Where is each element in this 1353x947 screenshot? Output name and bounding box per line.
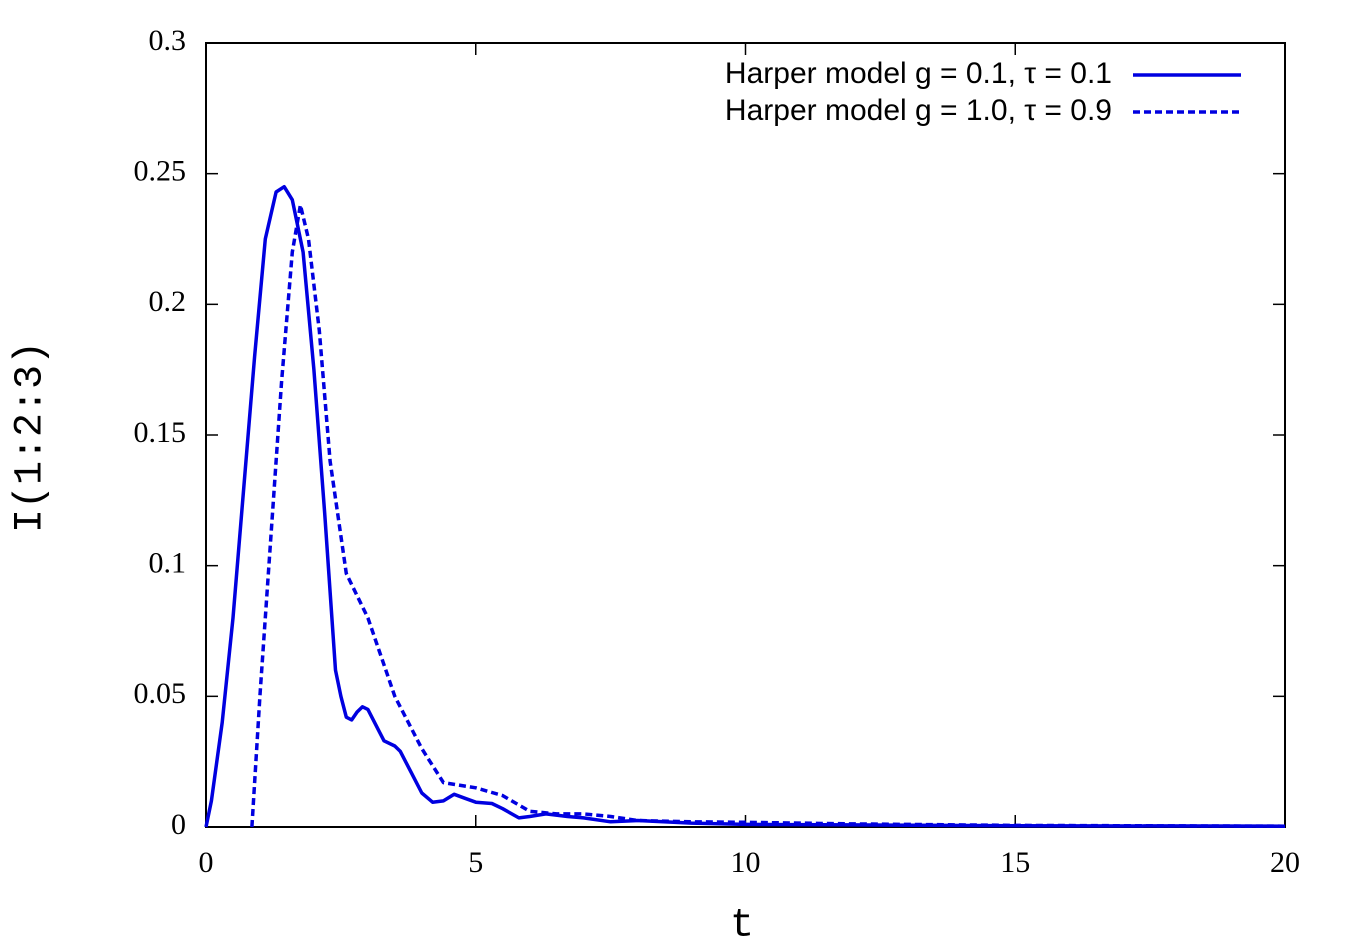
- y-tick-label: 0.3: [149, 24, 187, 57]
- line-series: [204, 184, 1286, 828]
- legend-label: Harper model g = 1.0, τ = 0.9: [725, 94, 1112, 127]
- legend-label: Harper model g = 0.1, τ = 0.1: [725, 57, 1112, 90]
- y-tick-label: 0.1: [149, 547, 187, 580]
- x-tick-label: 10: [731, 846, 761, 879]
- x-axis-label: t: [730, 904, 754, 947]
- x-tick-label: 5: [468, 846, 483, 879]
- y-tick-label: 0.15: [134, 416, 187, 449]
- y-axis-label: I(1:2:3): [9, 341, 54, 533]
- x-tick-label: 15: [1000, 846, 1030, 879]
- y-tick-label: 0.2: [149, 285, 187, 318]
- x-tick-label: 0: [199, 846, 214, 879]
- y-tick-label: 0: [171, 808, 186, 841]
- y-tick-label: 0.25: [134, 155, 187, 188]
- line-series: [250, 203, 1286, 828]
- x-tick-label: 20: [1270, 846, 1300, 879]
- y-tick-label: 0.05: [134, 677, 187, 710]
